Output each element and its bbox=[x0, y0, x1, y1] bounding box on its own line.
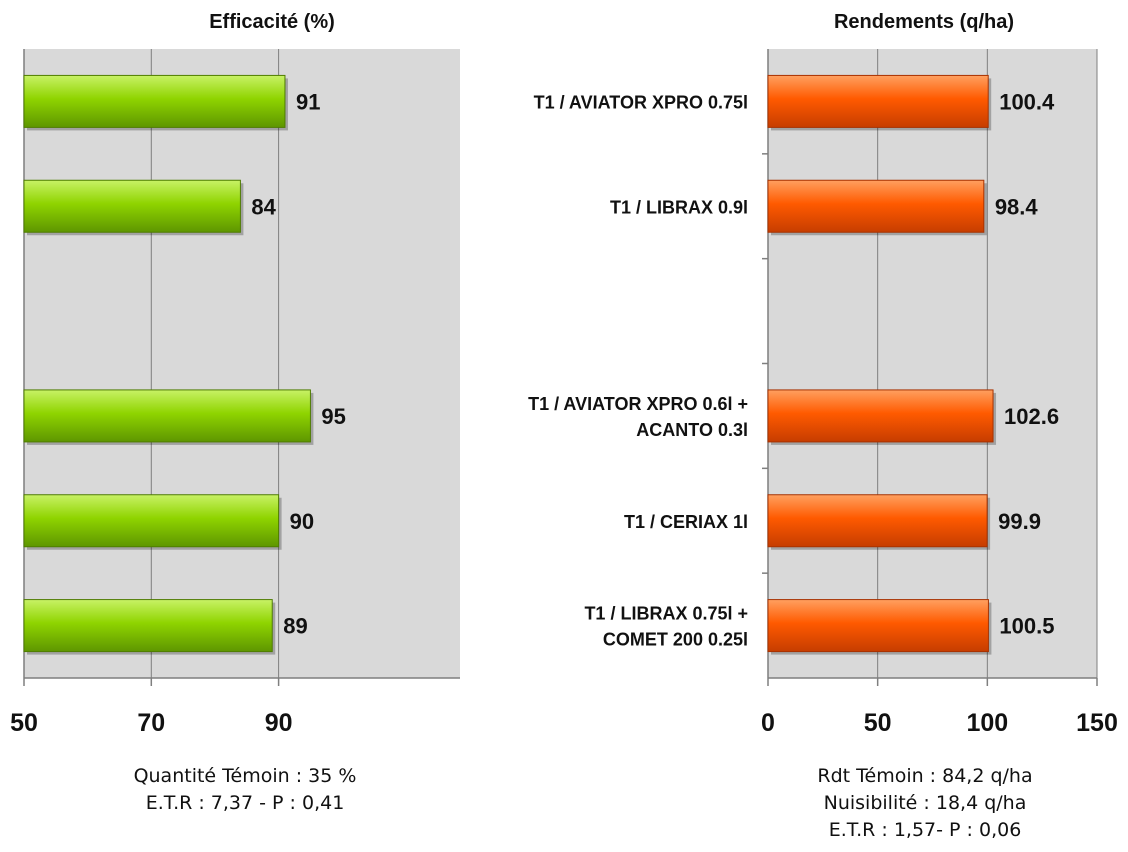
rendements-category-ticks bbox=[762, 153, 768, 574]
efficacite-title: Efficacité (%) bbox=[209, 11, 335, 33]
efficacite-footnote-line: E.T.R : 7,37 - P : 0,41 bbox=[145, 792, 345, 814]
rendements-bar bbox=[767, 389, 994, 443]
efficacite-chart: Efficacité (%) 91 84 95 90 89 50 70 90 bbox=[10, 11, 460, 737]
rendements-category-label-line: COMET 200 0.25l bbox=[603, 630, 748, 650]
rendements-data-label: 98.4 bbox=[995, 194, 1039, 219]
rendements-category-label: T1 / LIBRAX 0.75l + COMET 200 0.25l bbox=[584, 604, 748, 650]
efficacite-plot-area bbox=[24, 49, 460, 678]
efficacite-tick-label: 90 bbox=[265, 709, 293, 737]
rendements-tick-labels: 0 50 100 150 bbox=[761, 678, 1118, 737]
rendements-footnote-line: Nuisibilité : 18,4 q/ha bbox=[823, 792, 1027, 814]
efficacite-bar bbox=[23, 389, 311, 443]
efficacite-data-label: 84 bbox=[251, 194, 276, 219]
rendements-plot-area bbox=[768, 49, 1097, 678]
rendements-category-label: T1 / LIBRAX 0.9l bbox=[610, 197, 748, 217]
rendements-category-label-line: T1 / AVIATOR XPRO 0.6l + bbox=[528, 394, 748, 414]
efficacite-data-label: 90 bbox=[290, 509, 314, 534]
rendements-category-labels: T1 / AVIATOR XPRO 0.75l T1 / LIBRAX 0.9l T… bbox=[528, 92, 748, 649]
rendements-category-label-line: T1 / CERIAX 1l bbox=[624, 512, 748, 532]
efficacite-gridlines bbox=[150, 49, 280, 678]
rendements-category-label: T1 / AVIATOR XPRO 0.75l bbox=[534, 92, 748, 112]
efficacite-data-label: 91 bbox=[296, 89, 320, 114]
efficacite-tick-labels: 50 70 90 bbox=[10, 678, 293, 737]
rendements-tick-label: 100 bbox=[966, 709, 1008, 737]
efficacite-footnote: Quantité Témoin : 35 % E.T.R : 7,37 - P … bbox=[95, 763, 395, 817]
rendements-tick-label: 0 bbox=[761, 709, 775, 737]
efficacite-tick-label: 50 bbox=[10, 709, 38, 737]
rendements-category-label: T1 / CERIAX 1l bbox=[624, 512, 748, 532]
rendements-title: Rendements (q/ha) bbox=[834, 11, 1014, 33]
rendements-bar bbox=[767, 494, 988, 548]
efficacite-footnote-line: Quantité Témoin : 35 % bbox=[133, 765, 357, 787]
efficacite-bar bbox=[23, 599, 273, 653]
rendements-gridlines bbox=[877, 49, 1098, 678]
rendements-tick-label: 50 bbox=[864, 709, 892, 737]
efficacite-data-label: 89 bbox=[283, 614, 307, 639]
rendements-category-label-line: T1 / LIBRAX 0.75l + bbox=[584, 604, 748, 624]
rendements-bar bbox=[767, 599, 989, 653]
efficacite-tick-label: 70 bbox=[137, 709, 165, 737]
efficacite-bar bbox=[23, 179, 241, 233]
rendements-footnote-line: E.T.R : 1,57- P : 0,06 bbox=[828, 819, 1022, 841]
rendements-footnote-line: Rdt Témoin : 84,2 q/ha bbox=[817, 765, 1033, 787]
rendements-bar bbox=[767, 74, 989, 128]
rendements-category-label-line: ACANTO 0.3l bbox=[636, 420, 748, 440]
efficacite-bar bbox=[23, 74, 286, 128]
rendements-data-label: 100.4 bbox=[999, 89, 1055, 114]
rendements-bar bbox=[767, 179, 985, 233]
rendements-footnote: Rdt Témoin : 84,2 q/ha Nuisibilité : 18,… bbox=[770, 763, 1080, 844]
efficacite-bar bbox=[23, 494, 280, 548]
rendements-category-label-line: T1 / LIBRAX 0.9l bbox=[610, 197, 748, 217]
efficacite-data-label: 95 bbox=[321, 404, 345, 429]
rendements-category-label-line: T1 / AVIATOR XPRO 0.75l bbox=[534, 92, 748, 112]
rendements-category-label: T1 / AVIATOR XPRO 0.6l + ACANTO 0.3l bbox=[528, 394, 748, 440]
rendements-data-label: 100.5 bbox=[999, 614, 1054, 639]
rendements-data-label: 102.6 bbox=[1004, 404, 1059, 429]
rendements-data-label: 99.9 bbox=[998, 509, 1041, 534]
rendements-bars: 100.4 98.4 102.6 99.9 100.5 bbox=[767, 74, 1059, 655]
rendements-tick-label: 150 bbox=[1076, 709, 1118, 737]
rendements-chart: Rendements (q/ha) T1 / AVIATOR XPRO 0.75… bbox=[528, 11, 1118, 737]
efficacite-bars: 91 84 95 90 89 bbox=[23, 74, 346, 655]
